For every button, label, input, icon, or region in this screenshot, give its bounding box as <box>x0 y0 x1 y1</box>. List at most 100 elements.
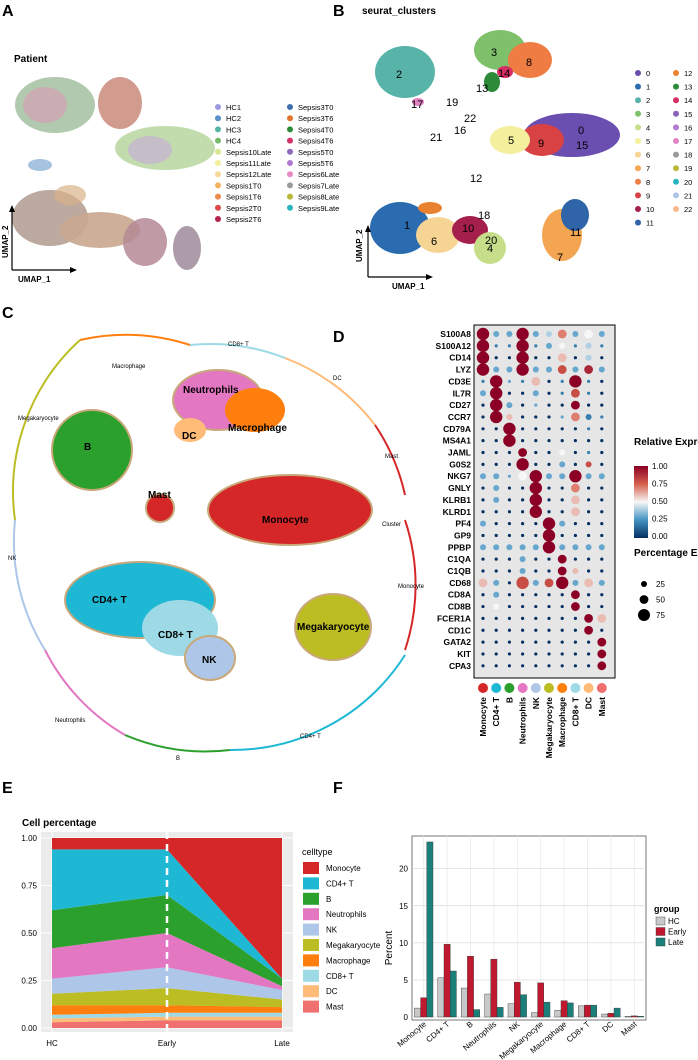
celltype-swatch <box>491 683 502 693</box>
color-legend-ticks: 1.00 0.75 0.50 0.25 0.00 <box>652 462 668 541</box>
expression-dot <box>587 557 591 561</box>
expression-dot <box>507 379 511 383</box>
expression-dot <box>507 344 511 348</box>
expression-dot <box>532 366 539 373</box>
chart-e-legend-label: DC <box>326 987 338 996</box>
legend-b-swatch <box>673 124 679 131</box>
chart-f-bar-hc <box>578 1005 585 1018</box>
expression-dot <box>494 616 498 621</box>
expression-dot <box>560 593 564 597</box>
chart-f-legend-label: Early <box>668 928 686 937</box>
legend-b-label: 18 <box>684 151 692 160</box>
expression-dot <box>534 533 538 538</box>
chart-e-legend-label: B <box>326 895 331 904</box>
expression-dot <box>557 353 567 363</box>
gene-label: C1QA <box>447 554 471 564</box>
chart-e-legend-label: Megakaryocyte <box>326 941 381 950</box>
chart-f-legend-title: group <box>654 904 680 914</box>
expression-dot <box>534 450 538 455</box>
cluster-name-mast: Mast <box>148 490 171 501</box>
expression-dot <box>516 576 529 590</box>
expression-dot <box>534 427 538 431</box>
expression-dot <box>534 640 538 644</box>
expression-dot <box>529 470 542 483</box>
cluster-name-monocyte: Monocyte <box>262 515 309 526</box>
legend-a-label: Sepsis3T0 <box>298 103 333 112</box>
expression-dot <box>600 498 604 502</box>
expression-dot <box>587 379 591 383</box>
chart-f-bar-early <box>537 982 544 1018</box>
legend-a-swatch <box>287 182 293 189</box>
legend-a-label: HC1 <box>226 103 241 112</box>
expression-dot <box>542 541 556 554</box>
legend-b-label: 6 <box>646 151 650 160</box>
expression-dot <box>476 363 490 376</box>
legend-a-label: Sepsis2T0 <box>226 204 261 213</box>
legend-a-label: Sepsis1T0 <box>226 181 261 190</box>
expression-dot <box>573 427 578 431</box>
legend-b-swatch <box>635 165 641 172</box>
panel-b-scatter <box>370 30 620 264</box>
expression-dot <box>600 356 604 360</box>
cluster-label-1: 1 <box>404 220 410 232</box>
chart-f-bar-late <box>450 970 457 1018</box>
expression-dot <box>521 498 525 502</box>
expression-dot <box>598 331 605 337</box>
expression-dot <box>534 604 538 609</box>
expression-dot <box>547 391 551 395</box>
expression-dot <box>542 529 556 542</box>
color-legend-tick: 0.75 <box>652 480 668 489</box>
expression-dot <box>547 439 551 443</box>
legend-b-swatch <box>635 97 641 104</box>
dotplot-dots <box>476 327 607 671</box>
legend-b-label: 9 <box>646 191 650 200</box>
expression-dot <box>490 410 503 424</box>
expression-dot <box>494 569 498 573</box>
expression-dot <box>587 593 591 597</box>
celltype-label: B <box>504 697 514 703</box>
celltype-swatch <box>583 683 594 693</box>
chart-f-bar-late <box>426 841 434 1018</box>
chart-e-legend-label: NK <box>326 926 338 935</box>
legend-b-swatch <box>635 219 641 226</box>
expression-dot <box>587 498 591 502</box>
legend-b-label: 13 <box>684 83 692 92</box>
legend-b-label: 7 <box>646 164 650 173</box>
expression-dot <box>507 652 511 656</box>
expression-dot <box>546 366 552 373</box>
gene-label: FCER1A <box>437 613 471 623</box>
cluster-label-9: 9 <box>538 138 544 150</box>
chart-e-legend-label: Monocyte <box>326 864 361 873</box>
expression-dot <box>572 366 579 373</box>
chart-f-bar-hc <box>531 1012 538 1018</box>
cluster-name-b: B <box>84 442 91 453</box>
expression-dot <box>600 391 604 395</box>
expression-dot <box>547 415 551 419</box>
chart-e-legend-label: CD4+ T <box>326 879 354 888</box>
panel-a-ylabel: UMAP_2 <box>1 225 10 258</box>
expression-dot <box>560 486 564 490</box>
gene-label: IL7R <box>453 388 471 398</box>
expression-dot <box>481 439 485 443</box>
chart-f-xtick: B <box>465 1020 475 1030</box>
expression-dot <box>478 578 488 588</box>
expression-dot <box>571 602 580 611</box>
chart-e-legend-swatch <box>303 892 319 905</box>
expression-dot <box>534 522 538 526</box>
legend-a-swatch <box>215 182 221 189</box>
chart-f-bar-hc <box>437 977 445 1018</box>
panel-b-cluster-labels: 2 3 8 14 13 17 19 22 16 21 5 9 0 15 12 1… <box>396 47 588 264</box>
expression-dot <box>516 339 529 353</box>
chart-f-bar-early <box>490 958 498 1018</box>
legend-b-swatch <box>673 165 679 172</box>
celltype-swatch <box>596 683 607 693</box>
panel-b-xlabel: UMAP_1 <box>392 282 425 291</box>
expression-dot <box>534 462 538 466</box>
chart-e-legend-label: Neutrophils <box>326 910 366 919</box>
expression-dot <box>600 344 604 348</box>
chart-f-ytick: 15 <box>399 902 408 911</box>
expression-dot <box>493 473 500 480</box>
